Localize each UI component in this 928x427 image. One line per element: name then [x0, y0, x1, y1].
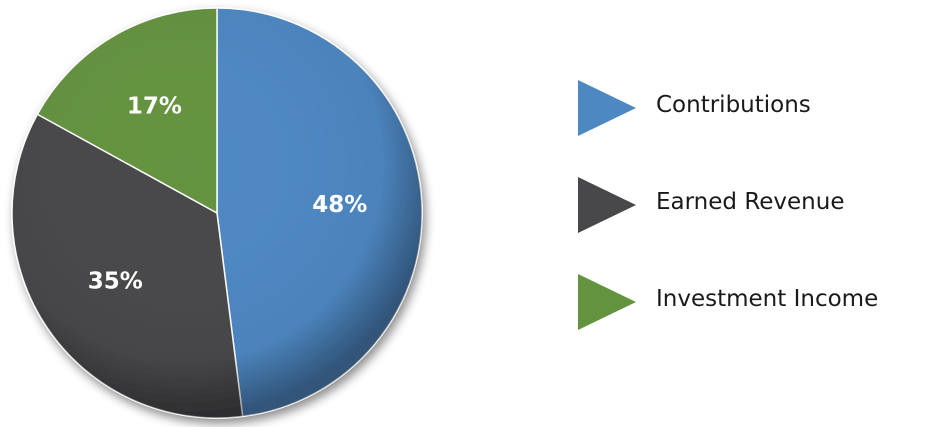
legend-item-contributions: Contributions — [578, 80, 923, 177]
legend-marker-earned-revenue — [578, 177, 636, 233]
pie-label-contributions: 48% — [312, 192, 367, 218]
legend-marker-contributions — [578, 80, 636, 136]
legend-swatch-investment-income — [578, 274, 636, 330]
legend-label-contributions: Contributions — [656, 92, 811, 118]
pie-label-earned-revenue: 35% — [88, 269, 143, 295]
legend-label-earned-revenue: Earned Revenue — [656, 189, 845, 215]
legend-marker-investment-income — [578, 274, 636, 330]
legend-swatch-earned-revenue — [578, 177, 636, 233]
legend-label-investment-income: Investment Income — [656, 286, 879, 312]
legend-swatch-contributions — [578, 80, 636, 136]
pie-chart: 48% 35% 17% — [11, 7, 423, 419]
legend-item-investment-income: Investment Income — [578, 274, 923, 371]
legend: Contributions Earned Revenue Investment … — [578, 80, 923, 371]
legend-item-earned-revenue: Earned Revenue — [578, 177, 923, 274]
pie-label-investment-income: 17% — [127, 94, 182, 120]
